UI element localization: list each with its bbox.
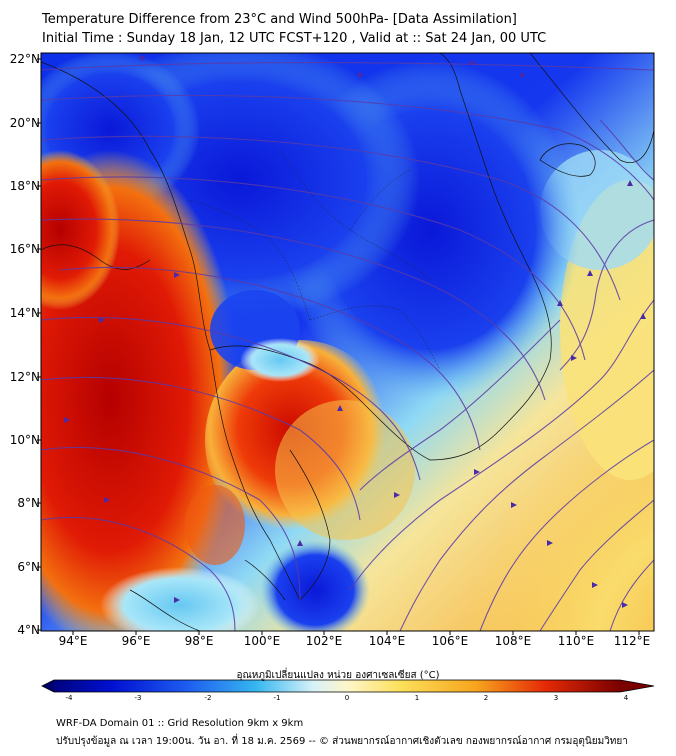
coastlines	[41, 53, 654, 631]
lat-label: 12°N	[9, 370, 40, 384]
lat-label: 8°N	[17, 496, 40, 510]
lat-label: 4°N	[17, 623, 40, 637]
lon-label: 102°E	[305, 634, 343, 648]
colorbar-tick: 0	[344, 694, 350, 702]
lat-label: 18°N	[9, 179, 40, 193]
map-title: Temperature Difference from 23°C and Win…	[42, 12, 517, 27]
colorbar-tick: -2	[204, 694, 212, 702]
map-subtitle: Initial Time : Sunday 18 Jan, 12 UTC FCS…	[42, 31, 547, 46]
colorbar-tick: 2	[483, 694, 489, 702]
colorbar-tick: 1	[414, 694, 420, 702]
lon-label: 104°E	[368, 634, 406, 648]
lon-label: 98°E	[184, 634, 214, 648]
wind-arrows	[64, 55, 646, 608]
colorbar-title: อุณหภูมิเปลี่ยนแปลง หน่วย องศาเซลเซียส (…	[236, 670, 440, 681]
map-frame	[40, 52, 655, 632]
borders	[189, 149, 441, 371]
lat-label: 10°N	[9, 433, 40, 447]
colorbar-tick: -3	[134, 694, 142, 702]
lat-label: 20°N	[9, 116, 40, 130]
colorbar-tick: -1	[273, 694, 281, 702]
colorbar-tick: 3	[553, 694, 559, 702]
lat-label: 14°N	[9, 306, 40, 320]
wind-streamlines	[41, 61, 654, 631]
footer-model-info: WRF-DA Domain 01 :: Grid Resolution 9km …	[56, 718, 304, 729]
lon-label: 94°E	[58, 634, 88, 648]
lon-label: 106°E	[431, 634, 469, 648]
lon-label: 100°E	[243, 634, 281, 648]
lon-label: 112°E	[613, 634, 651, 648]
lon-label: 110°E	[557, 634, 595, 648]
colorbar	[41, 679, 655, 693]
colorbar-tick: 4	[623, 694, 629, 702]
lon-label: 96°E	[121, 634, 151, 648]
lat-label: 22°N	[9, 52, 40, 66]
colorbar-tick: -4	[65, 694, 73, 702]
axis-ticks	[37, 58, 640, 635]
lat-label: 16°N	[9, 242, 40, 256]
footer-credit: ปรับปรุงข้อมูล ณ เวลา 19:00น. วัน อา. ที…	[56, 736, 628, 747]
lat-label: 6°N	[17, 560, 40, 574]
lon-label: 108°E	[494, 634, 532, 648]
